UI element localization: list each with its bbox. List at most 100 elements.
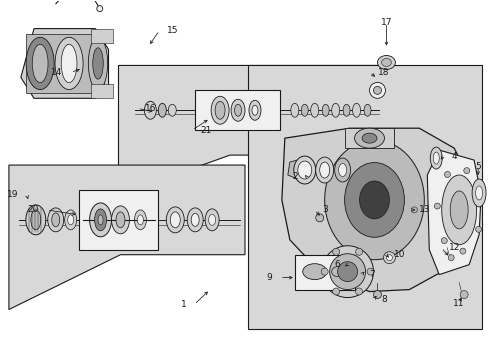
Circle shape: [373, 291, 381, 298]
Ellipse shape: [52, 213, 60, 227]
Ellipse shape: [386, 255, 392, 261]
Ellipse shape: [363, 104, 370, 116]
Ellipse shape: [354, 128, 384, 148]
Circle shape: [476, 194, 482, 201]
Ellipse shape: [315, 157, 333, 183]
Ellipse shape: [471, 179, 485, 207]
Ellipse shape: [93, 48, 103, 79]
Text: 3: 3: [322, 206, 328, 215]
Circle shape: [444, 171, 449, 177]
Circle shape: [440, 238, 447, 244]
Ellipse shape: [321, 246, 373, 298]
Ellipse shape: [449, 191, 467, 229]
Ellipse shape: [144, 101, 156, 119]
Circle shape: [366, 268, 373, 275]
Ellipse shape: [429, 147, 441, 169]
Circle shape: [433, 203, 439, 209]
Text: 20: 20: [27, 206, 39, 215]
Ellipse shape: [310, 103, 318, 117]
Ellipse shape: [116, 212, 125, 228]
Text: 9: 9: [265, 273, 271, 282]
Ellipse shape: [205, 209, 219, 231]
Text: 10: 10: [394, 250, 405, 259]
Ellipse shape: [381, 58, 390, 67]
Ellipse shape: [234, 104, 241, 116]
Ellipse shape: [89, 203, 111, 237]
Text: 14: 14: [51, 68, 62, 77]
Ellipse shape: [297, 161, 311, 179]
Ellipse shape: [208, 214, 215, 225]
Ellipse shape: [334, 158, 350, 182]
Circle shape: [355, 248, 362, 255]
Ellipse shape: [302, 264, 326, 280]
Polygon shape: [281, 128, 468, 292]
Circle shape: [355, 288, 362, 295]
Text: 18: 18: [377, 68, 388, 77]
Text: 5: 5: [474, 162, 480, 171]
Polygon shape: [21, 28, 108, 98]
Ellipse shape: [61, 44, 77, 83]
Ellipse shape: [329, 254, 365, 289]
Ellipse shape: [32, 44, 48, 83]
Text: 4: 4: [450, 152, 456, 161]
Text: 1: 1: [180, 300, 186, 309]
Ellipse shape: [170, 212, 180, 228]
Bar: [91, 28, 113, 42]
Ellipse shape: [64, 210, 77, 230]
Bar: [294, 255, 354, 289]
Ellipse shape: [168, 104, 176, 116]
Ellipse shape: [352, 103, 360, 117]
Text: 16: 16: [145, 104, 157, 113]
Text: 13: 13: [419, 206, 430, 215]
Bar: [195, 90, 279, 130]
Ellipse shape: [88, 37, 107, 90]
Ellipse shape: [344, 163, 404, 237]
Circle shape: [463, 168, 469, 174]
Ellipse shape: [361, 133, 376, 143]
Bar: [91, 84, 113, 98]
Ellipse shape: [293, 156, 315, 184]
Ellipse shape: [373, 86, 381, 94]
Ellipse shape: [369, 82, 385, 98]
Bar: [79, 190, 158, 250]
Text: 21: 21: [200, 126, 211, 135]
Circle shape: [321, 268, 327, 275]
Text: 2: 2: [291, 171, 297, 180]
Ellipse shape: [324, 140, 424, 260]
Ellipse shape: [475, 186, 482, 200]
Circle shape: [475, 226, 481, 232]
Polygon shape: [287, 158, 307, 180]
Text: 19: 19: [7, 190, 19, 199]
Ellipse shape: [134, 210, 146, 230]
Circle shape: [410, 207, 416, 213]
Text: 12: 12: [448, 243, 460, 252]
Ellipse shape: [248, 100, 261, 120]
Ellipse shape: [337, 262, 357, 282]
Ellipse shape: [158, 103, 166, 117]
Ellipse shape: [191, 213, 199, 226]
Bar: [26, 33, 103, 93]
Ellipse shape: [441, 175, 476, 245]
Text: 6: 6: [333, 260, 339, 269]
Text: 15: 15: [167, 26, 179, 35]
Circle shape: [315, 214, 323, 222]
Circle shape: [97, 6, 102, 12]
Ellipse shape: [48, 208, 63, 232]
Ellipse shape: [359, 181, 388, 219]
Ellipse shape: [432, 152, 438, 164]
Polygon shape: [118, 66, 384, 195]
Circle shape: [292, 169, 302, 179]
Polygon shape: [344, 128, 394, 148]
Ellipse shape: [67, 215, 74, 225]
Circle shape: [447, 255, 453, 261]
Ellipse shape: [166, 207, 184, 233]
Ellipse shape: [111, 206, 129, 234]
Ellipse shape: [319, 162, 329, 178]
Ellipse shape: [230, 99, 244, 121]
Ellipse shape: [187, 208, 203, 232]
Ellipse shape: [343, 104, 349, 116]
Ellipse shape: [338, 163, 346, 176]
Ellipse shape: [331, 267, 343, 276]
Ellipse shape: [331, 103, 339, 117]
Ellipse shape: [55, 37, 83, 90]
